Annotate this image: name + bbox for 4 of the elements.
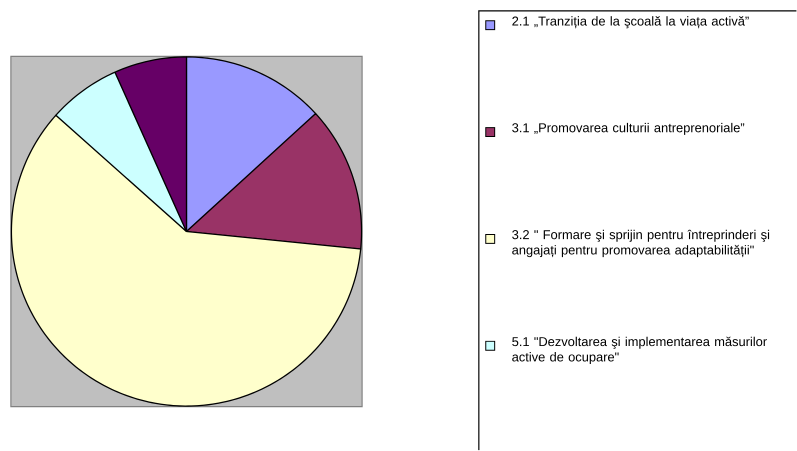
legend-label: 3.2 " Formare şi sprijin pentru întreprinderi şi angajați pentru promovarea adaptabilității" — [512, 230, 770, 258]
legend-label: 5.1 "Dezvoltarea şi implementarea măsurilor active de ocupare" — [512, 336, 767, 364]
legend-label: 2.1 „Tranziția de la şcoală la viața activă” — [512, 16, 749, 28]
legend-label: 3.1 „Promovarea culturii antreprenoriale” — [512, 122, 744, 135]
